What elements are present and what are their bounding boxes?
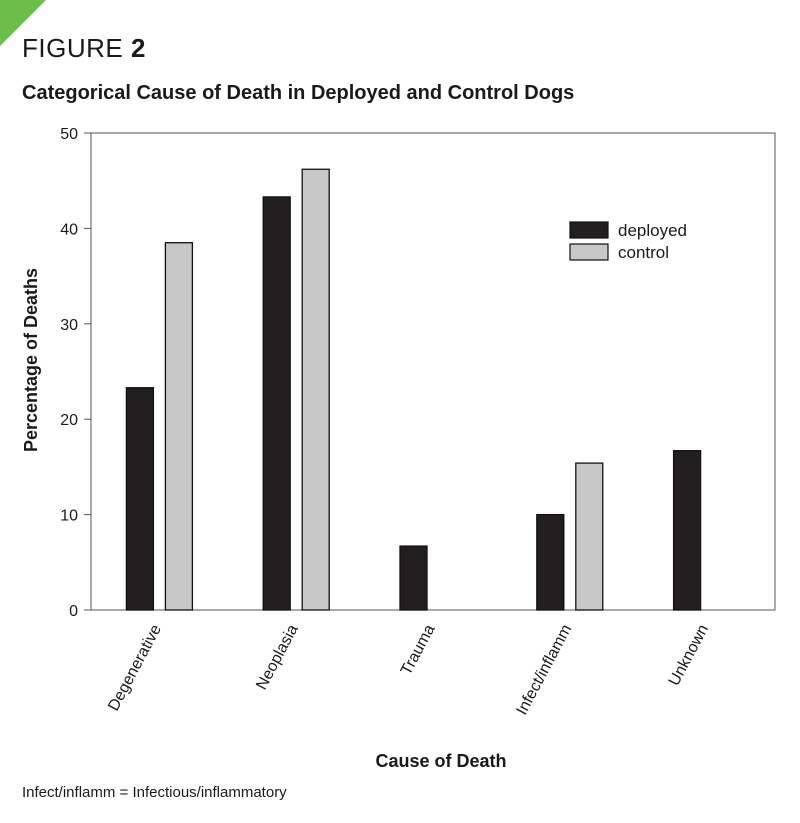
bars (125, 168, 702, 611)
y-tick-label: 10 (60, 508, 78, 525)
y-axis-ticks: 0 10 20 30 40 50 (60, 126, 91, 620)
bar-control-degenerative (164, 242, 194, 611)
legend-label-control: control (618, 243, 669, 262)
bar-deployed-degenerative (125, 387, 155, 611)
chart-title: Categorical Cause of Death in Deployed a… (22, 82, 575, 104)
x-axis-title: Cause of Death (375, 751, 506, 771)
y-tick-label: 30 (60, 317, 78, 334)
figure-label: FIGURE 2 (22, 33, 146, 64)
footnote: Infect/inflamm = Infectious/inflammatory (22, 784, 287, 801)
bar-deployed-infect-inflamm (536, 513, 565, 611)
x-tick-label: Degenerative (105, 622, 165, 714)
legend-label-deployed: deployed (618, 221, 687, 240)
figure-word: FIGURE (22, 33, 124, 63)
bar-control-infect-inflamm (575, 462, 604, 611)
x-tick-label: Unknown (666, 622, 712, 689)
x-tick-label: Trauma (398, 622, 439, 678)
legend-swatch-deployed (569, 221, 609, 239)
legend-swatch-control (569, 243, 609, 261)
figure-number: 2 (130, 33, 146, 63)
plot-frame (90, 132, 776, 611)
x-tick-label: Neoplasia (253, 622, 301, 693)
y-axis-title: Percentage of Deaths (21, 268, 41, 452)
bar-deployed-neoplasia (262, 196, 291, 611)
x-tick-label: Infect/inflamm (514, 622, 576, 718)
y-tick-label: 20 (60, 412, 78, 429)
bar-control-neoplasia (301, 168, 330, 611)
y-tick-label: 50 (60, 126, 78, 143)
bar-deployed-unknown (672, 450, 702, 611)
corner-accent (0, 0, 46, 46)
y-tick-label: 40 (60, 221, 78, 238)
x-axis-labels: Degenerative Neoplasia Trauma Infect/inflam… (105, 622, 712, 718)
bar-deployed-trauma (399, 545, 428, 611)
y-tick-label: 0 (69, 603, 78, 620)
legend: deployed control (569, 221, 687, 262)
